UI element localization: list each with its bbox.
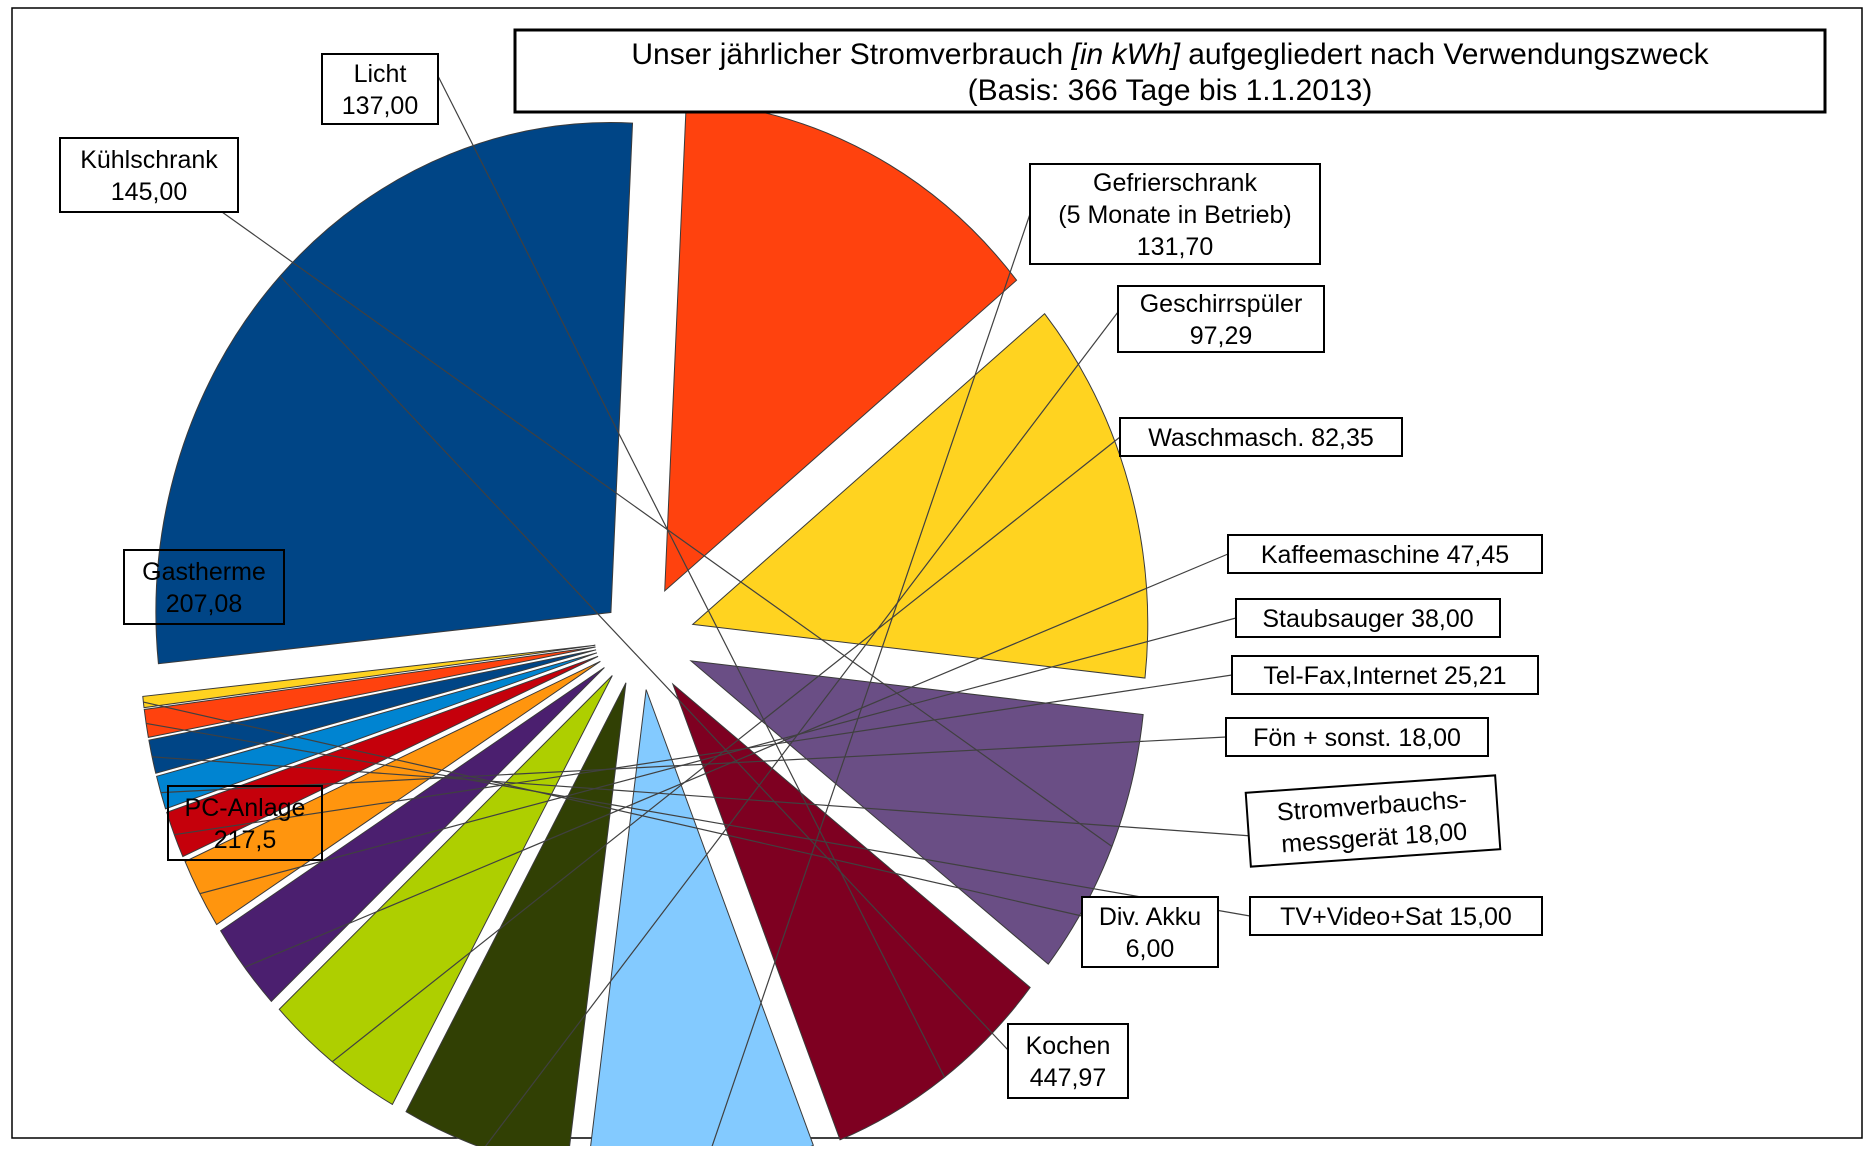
label-box xyxy=(1244,774,1502,868)
slice-label-text: 131,70 xyxy=(1137,233,1213,261)
slice-label-text: Licht xyxy=(354,60,407,88)
slice-label-licht: Licht 137,00 xyxy=(321,53,439,125)
leader-line-telfax xyxy=(174,674,1233,836)
slice-label-text: TV+Video+Sat 15,00 xyxy=(1280,903,1512,931)
slice-label-kochen: Kochen 447,97 xyxy=(1007,1023,1129,1099)
slice-label-text: 97,29 xyxy=(1190,322,1253,350)
chart-subtitle: (Basis: 366 Tage bis 1.1.2013) xyxy=(968,74,1373,107)
label-box xyxy=(1117,285,1325,353)
slice-label-geschirr: Geschirrspüler 97,29 xyxy=(1117,285,1325,353)
slice-label-text: 137,00 xyxy=(342,92,418,120)
slice-label-strommess: Stromverbauchs-messgerät 18,00 xyxy=(1244,774,1502,868)
slice-label-text: 6,00 xyxy=(1126,935,1175,963)
slice-label-text: Kaffeemaschine 47,45 xyxy=(1261,541,1509,569)
slice-label-text: Staubsauger 38,00 xyxy=(1262,605,1473,633)
leader-line-geschirr xyxy=(483,311,1119,1149)
slice-label-text: 447,97 xyxy=(1030,1064,1106,1092)
slice-label-tv: TV+Video+Sat 15,00 xyxy=(1249,896,1543,936)
pie-slice-akku xyxy=(142,644,596,709)
slice-label-text: Fön + sonst. 18,00 xyxy=(1253,724,1461,752)
leader-line-strommess xyxy=(152,756,1253,837)
pie-slice-gefrierschrank xyxy=(589,689,814,1151)
slice-label-text: Kochen xyxy=(1026,1032,1111,1060)
label-box xyxy=(1007,1023,1129,1099)
slice-label-text: Div. Akku xyxy=(1099,903,1201,931)
slice-label-text: Geschirrspüler xyxy=(1140,290,1303,318)
label-box xyxy=(1029,163,1321,265)
leader-line-kochen xyxy=(279,275,1009,1051)
pie-slice-kochen xyxy=(155,122,634,665)
leader-line-licht xyxy=(437,75,946,1078)
leader-line-kaffee xyxy=(244,553,1229,968)
slice-label-text: Gefrierschrank xyxy=(1093,169,1257,197)
pie-slice-foen xyxy=(155,652,598,810)
leader-line-akku xyxy=(143,701,1083,917)
slice-label-gastherme: Gastherme 207,08 xyxy=(123,549,285,625)
slice-label-kaffee: Kaffeemaschine 47,45 xyxy=(1227,534,1543,574)
slice-label-gefrierschrank: Gefrierschrank (5 Monate in Betrieb) 131,7… xyxy=(1029,163,1321,265)
slice-label-kuehlschrank: Kühlschrank 145,00 xyxy=(59,137,239,213)
leader-line-tv xyxy=(146,722,1251,917)
slice-label-text: Kühlschrank xyxy=(80,146,218,174)
leader-line-foen xyxy=(160,736,1227,794)
slice-label-text: 217,5 xyxy=(214,826,277,854)
label-box xyxy=(1119,417,1403,457)
slice-label-text: 145,00 xyxy=(111,178,187,206)
slice-label-staub: Staubsauger 38,00 xyxy=(1235,598,1501,638)
label-box xyxy=(167,785,323,861)
leader-line-gefrierschrank xyxy=(709,213,1031,1151)
label-box xyxy=(1081,896,1219,968)
slice-label-text: Waschmasch. 82,35 xyxy=(1148,424,1374,452)
leader-line-staub xyxy=(199,617,1237,895)
chart-title-box: Unser jährlicher Stromverbrauch [in kWh]… xyxy=(513,28,1827,114)
slice-label-akku: Div. Akku 6,00 xyxy=(1081,896,1219,968)
slice-label-text: (5 Monate in Betrieb) xyxy=(1058,201,1291,229)
slice-label-pc: PC-Anlage 217,5 xyxy=(167,785,323,861)
label-box xyxy=(1235,598,1501,638)
label-box xyxy=(123,549,285,625)
slice-label-text: Gastherme xyxy=(142,558,266,586)
label-box xyxy=(1227,534,1543,574)
chart-title: Unser jährlicher Stromverbrauch [in kWh]… xyxy=(631,38,1709,71)
slice-label-foen: Fön + sonst. 18,00 xyxy=(1225,717,1489,757)
slice-label-telfax: Tel-Fax,Internet 25,21 xyxy=(1231,655,1539,695)
label-box xyxy=(1249,896,1543,936)
slice-label-text: PC-Anlage xyxy=(185,794,306,822)
leader-line-wasch xyxy=(331,436,1121,1063)
slice-label-text: 207,08 xyxy=(166,590,242,618)
pie-slice-gastherme xyxy=(691,312,1149,679)
label-box xyxy=(59,137,239,213)
label-box xyxy=(1231,655,1539,695)
slice-label-text: Tel-Fax,Internet 25,21 xyxy=(1263,662,1506,690)
label-box xyxy=(1225,717,1489,757)
label-box xyxy=(321,53,439,125)
slice-label-wasch: Waschmasch. 82,35 xyxy=(1119,417,1403,457)
